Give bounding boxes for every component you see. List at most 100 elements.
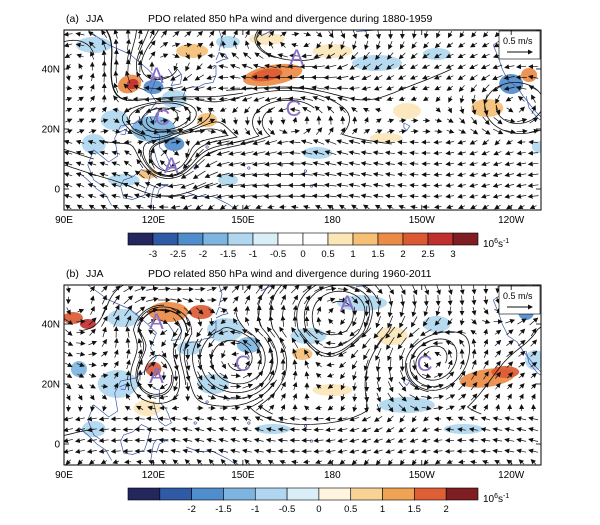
colorbar-label: -0.5 xyxy=(270,249,286,260)
panel-a-map: AAC CA xyxy=(64,30,541,210)
colorbar-label: 2.5 xyxy=(421,249,434,260)
colorbar-segment xyxy=(227,232,254,246)
colorbar-label: 2 xyxy=(444,504,449,515)
colorbar-label: -0.5 xyxy=(279,504,295,515)
colorbar-segment xyxy=(152,232,179,246)
colorbar-unit: 106s-1 xyxy=(483,493,509,505)
panel-a-ref-vector: 0.5 m/s xyxy=(498,30,541,60)
colorbar-segment xyxy=(377,232,404,246)
colorbar-segment xyxy=(382,487,415,501)
x-tick-label: 120W xyxy=(498,215,525,226)
x-tick-label: 150W xyxy=(409,215,436,226)
panel-a-frame xyxy=(63,29,542,211)
circulation-label: C xyxy=(235,351,251,376)
x-tick-label: 120W xyxy=(498,470,525,481)
circulation-label: C xyxy=(417,351,433,376)
circulation-label: A xyxy=(289,45,304,70)
panel-b: (b) JJA PDO related 850 hPa wind and div… xyxy=(42,268,542,515)
panel-b-coastlines xyxy=(78,285,541,465)
x-tick-label: 180 xyxy=(324,470,341,481)
panel-b-axes: 90E 120E 150E 180 150W 120W 40N 20N 0 xyxy=(42,285,541,481)
y-tick-label: 40N xyxy=(42,320,60,331)
circulation-label: A xyxy=(149,63,164,88)
colorbar-label: 1.5 xyxy=(408,504,421,515)
panel-a-wind-vectors xyxy=(64,30,539,210)
colorbar-segment xyxy=(202,232,229,246)
colorbar-segment xyxy=(352,232,379,246)
panel-a-colorbar: -3 -2.5 -2 -1.5 -1 -0.5 0 0.5 1 1.5 2 2.5 3 106s-1 xyxy=(127,232,509,260)
panel-a-label: (a) xyxy=(66,13,79,25)
circulation-label: A xyxy=(149,309,164,334)
colorbar-label: -2.5 xyxy=(170,249,186,260)
colorbar-segment xyxy=(127,487,161,501)
x-tick-label: 120E xyxy=(142,215,166,226)
colorbar-label: 2 xyxy=(400,249,405,260)
colorbar-segment xyxy=(127,232,154,246)
panel-a-season: JJA xyxy=(86,13,104,25)
colorbar-segment xyxy=(445,487,479,501)
colorbar-label: -1.5 xyxy=(215,504,231,515)
panel-b-title: PDO related 850 hPa wind and divergence … xyxy=(148,268,432,280)
colorbar-label: 0 xyxy=(316,504,321,515)
panel-b-ref-vector: 0.5 m/s xyxy=(498,285,541,315)
panel-b-label: (b) xyxy=(66,268,79,280)
colorbar-label: -2 xyxy=(199,249,207,260)
colorbar-label: -1 xyxy=(251,504,259,515)
y-tick-label: 0 xyxy=(54,185,60,196)
circulation-label: A xyxy=(340,291,355,316)
y-tick-label: 20N xyxy=(42,125,60,136)
x-tick-label: 90E xyxy=(55,470,73,481)
panel-b-map: A A C C A xyxy=(64,285,541,465)
circulation-label: A xyxy=(149,363,164,388)
panel-a-annotations: AAC CA xyxy=(149,45,304,178)
colorbar-label: 1 xyxy=(350,249,355,260)
colorbar-segment xyxy=(414,487,447,501)
colorbar-segment xyxy=(286,487,320,501)
panel-b-frame xyxy=(63,284,542,466)
x-tick-label: 180 xyxy=(324,215,341,226)
panel-b-season: JJA xyxy=(86,268,104,280)
circulation-label: A xyxy=(164,153,179,178)
y-tick-label: 0 xyxy=(54,440,60,451)
x-tick-label: 150E xyxy=(231,215,255,226)
x-tick-label: 90E xyxy=(55,215,73,226)
colorbar-unit: 106s-1 xyxy=(483,238,509,250)
panel-a-title: PDO related 850 hPa wind and divergence … xyxy=(148,13,432,25)
colorbar-segment xyxy=(223,487,256,501)
colorbar-label: -2 xyxy=(187,504,195,515)
panel-a-axes: 90E 120E 150E 180 150W 120W 40N 20N 0 xyxy=(42,30,541,226)
colorbar-label: -3 xyxy=(149,249,157,260)
colorbar-segment xyxy=(252,232,279,246)
colorbar-segment xyxy=(402,232,429,246)
colorbar-segment xyxy=(191,487,224,501)
colorbar-segment xyxy=(159,487,192,501)
colorbar-segment xyxy=(427,232,454,246)
y-tick-label: 20N xyxy=(42,380,60,391)
colorbar-label: 0.5 xyxy=(321,249,334,260)
panel-a-ref-vector-label: 0.5 m/s xyxy=(503,36,533,46)
colorbar-segment xyxy=(318,487,352,501)
panel-b-ref-vector-label: 0.5 m/s xyxy=(503,291,533,301)
colorbar-segment xyxy=(350,487,383,501)
circulation-label: C xyxy=(286,96,302,121)
colorbar-label: 1 xyxy=(380,504,385,515)
colorbar-segment xyxy=(302,232,329,246)
x-tick-label: 150W xyxy=(409,470,436,481)
colorbar-label: 3 xyxy=(450,249,455,260)
circulation-label: C xyxy=(154,105,170,130)
colorbar-label: 0 xyxy=(300,249,305,260)
colorbar-segment xyxy=(177,232,204,246)
colorbar-segment xyxy=(452,232,479,246)
colorbar-label: -1 xyxy=(249,249,257,260)
panel-b-annotations: A A C C A xyxy=(149,291,433,388)
y-tick-label: 40N xyxy=(42,65,60,76)
colorbar-label: 0.5 xyxy=(344,504,357,515)
colorbar-segment xyxy=(277,232,304,246)
panel-b-colorbar: -2 -1.5 -1 -0.5 0 0.5 1 1.5 2 106s-1 xyxy=(127,487,509,515)
x-tick-label: 120E xyxy=(142,470,166,481)
colorbar-label: 1.5 xyxy=(371,249,384,260)
colorbar-segment xyxy=(254,487,288,501)
panel-a: (a) JJA PDO related 850 hPa wind and div… xyxy=(42,13,542,260)
panel-b-wind-vectors xyxy=(64,285,539,465)
